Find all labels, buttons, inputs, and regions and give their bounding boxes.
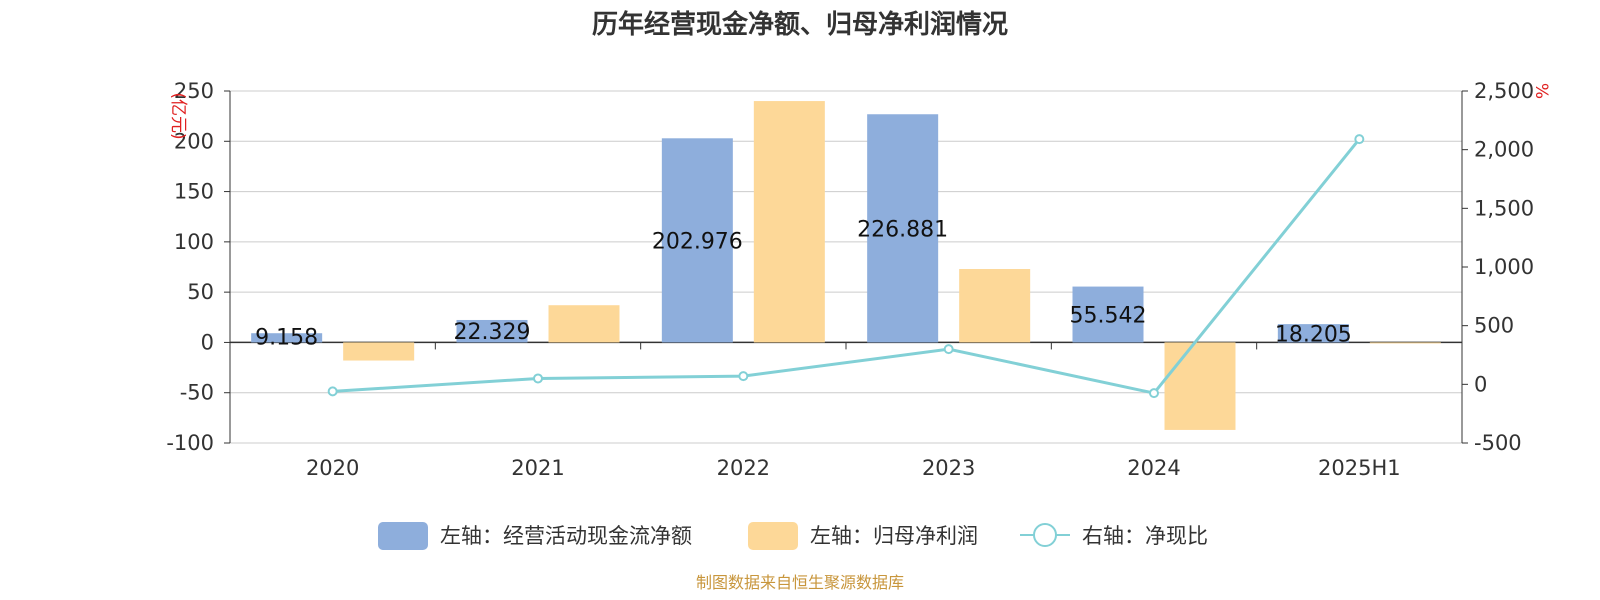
left-tick-label: 50 — [187, 280, 214, 304]
ratio-point — [1354, 134, 1365, 145]
cash-flow-bar — [1072, 286, 1144, 343]
legend-label-ratio: 右轴：净现比 — [1082, 524, 1208, 548]
x-tick-label: 2024 — [1127, 456, 1180, 480]
x-tick-label: 2021 — [511, 456, 564, 480]
left-tick-label: 150 — [174, 180, 214, 204]
right-unit-label: % — [1531, 83, 1551, 99]
cash-flow-data-label: 22.329 — [454, 320, 531, 345]
source-note: 制图数据来自恒生聚源数据库 — [696, 573, 904, 592]
cash-flow-data-label: 55.542 — [1070, 303, 1147, 328]
legend-swatch-cash-flow — [378, 522, 428, 550]
left-tick-label: 0 — [201, 330, 214, 354]
legend-swatch-net-profit — [748, 522, 798, 550]
ratio-point — [327, 386, 338, 397]
cash-flow-data-label: 226.881 — [857, 217, 948, 242]
legend-label-net-profit: 左轴：归母净利润 — [810, 524, 978, 548]
axes: 250200150100500-50-1002,5002,0001,5001,0… — [166, 79, 1551, 480]
ratio-point — [738, 371, 749, 382]
left-tick-label: 250 — [174, 79, 214, 103]
ratio-point — [1149, 388, 1159, 399]
right-tick-label: 1,500 — [1474, 196, 1534, 220]
right-tick-label: -500 — [1474, 431, 1522, 455]
right-tick-label: 1,000 — [1474, 255, 1534, 279]
x-tick-label: 2025H1 — [1318, 456, 1401, 480]
left-tick-label: 200 — [174, 129, 214, 153]
left-tick-label: -50 — [180, 381, 214, 405]
right-tick-label: 500 — [1474, 314, 1514, 338]
cash-flow-bar — [867, 114, 939, 343]
gridlines — [230, 90, 1462, 444]
legend-swatch-ratio-marker — [1033, 523, 1057, 547]
net-profit-bar — [1369, 342, 1441, 344]
left-unit-label: (亿元) — [168, 92, 188, 139]
bars — [251, 101, 1441, 430]
x-tick-label: 2022 — [717, 456, 770, 480]
cash-flow-data-label: 9.158 — [255, 325, 318, 350]
net-profit-bar — [343, 342, 415, 361]
cash-flow-bar — [1277, 324, 1349, 343]
chart-title: 历年经营现金净额、归母净利润情况 — [592, 9, 1008, 40]
net-profit-bar — [753, 101, 825, 343]
data-labels: 9.158 22.329 202.976 226.881 55.542 18.205 — [255, 217, 1352, 350]
ratio-point — [533, 373, 543, 384]
legend-label-cash-flow: 左轴：经营活动现金流净额 — [440, 524, 692, 548]
cash-flow-bar — [251, 333, 323, 343]
right-tick-label: 2,500 — [1474, 79, 1534, 103]
cash-flow-bar — [456, 319, 528, 343]
x-tick-label: 2023 — [922, 456, 975, 480]
net-profit-bar — [959, 269, 1031, 343]
net-profit-bar — [1164, 342, 1236, 430]
left-tick-label: 100 — [174, 230, 214, 254]
ratio-point — [943, 344, 954, 355]
ratio-line-path — [332, 138, 1361, 395]
legend: 左轴：经营活动现金流净额 左轴：归母净利润 右轴：净现比 — [378, 522, 1208, 550]
left-tick-label: -100 — [166, 431, 214, 455]
x-tick-label: 2020 — [306, 456, 359, 480]
right-tick-label: 0 — [1474, 372, 1487, 396]
net-profit-bar — [548, 305, 620, 343]
right-tick-label: 2,000 — [1474, 138, 1534, 162]
cash-flow-data-label: 18.205 — [1275, 322, 1352, 347]
ratio-line — [327, 134, 1365, 399]
cash-flow-bar — [661, 138, 733, 343]
cash-flow-data-label: 202.976 — [652, 229, 743, 254]
